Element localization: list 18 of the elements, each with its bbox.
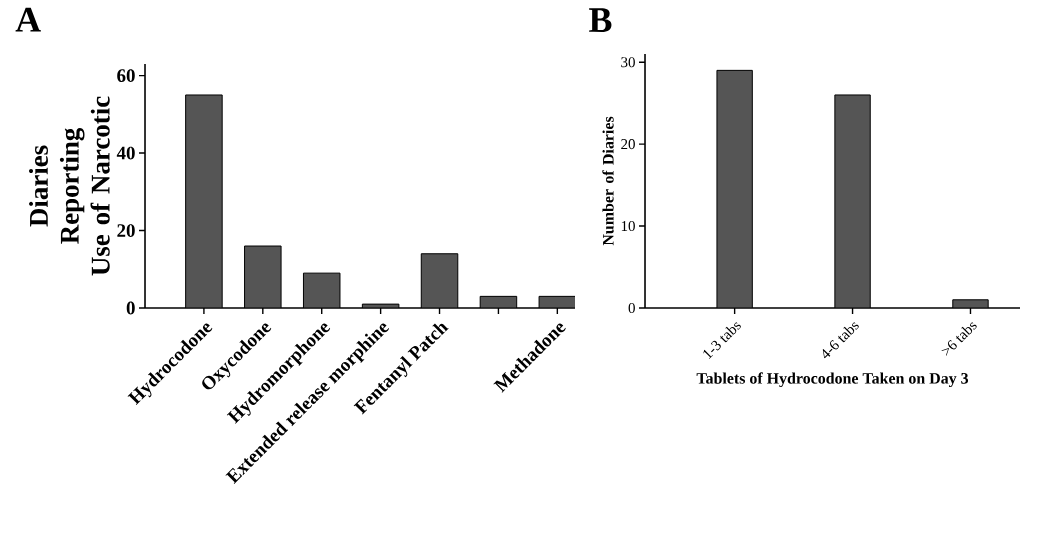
x-tick-label: >6 tabs [941,322,977,356]
y-axis-title: Number of Diaries [602,116,614,246]
y-tick-label: 30 [621,57,635,68]
y-tick-label: 10 [621,221,635,232]
y-tick-label: 0 [126,301,135,315]
y-tick-label: 40 [116,146,135,160]
x-axis-title: Tablets of Hydrocodone Taken on Day 3 [696,372,969,388]
chart-title: A [15,7,41,32]
y-tick-label: 20 [117,224,135,237]
chart-title: B [589,8,612,32]
x-tick-label: 1-3 tabs [703,322,741,360]
y-axis-title: Diaries Reporting Use of Narcotic [29,96,110,276]
bar [834,94,871,308]
bar [716,69,753,308]
x-tick-label: 4-6 tabs [822,322,859,359]
y-tick-label: 0 [628,302,635,314]
y-tick-label: 20 [621,139,635,150]
y-tick-label: 60 [117,69,135,82]
